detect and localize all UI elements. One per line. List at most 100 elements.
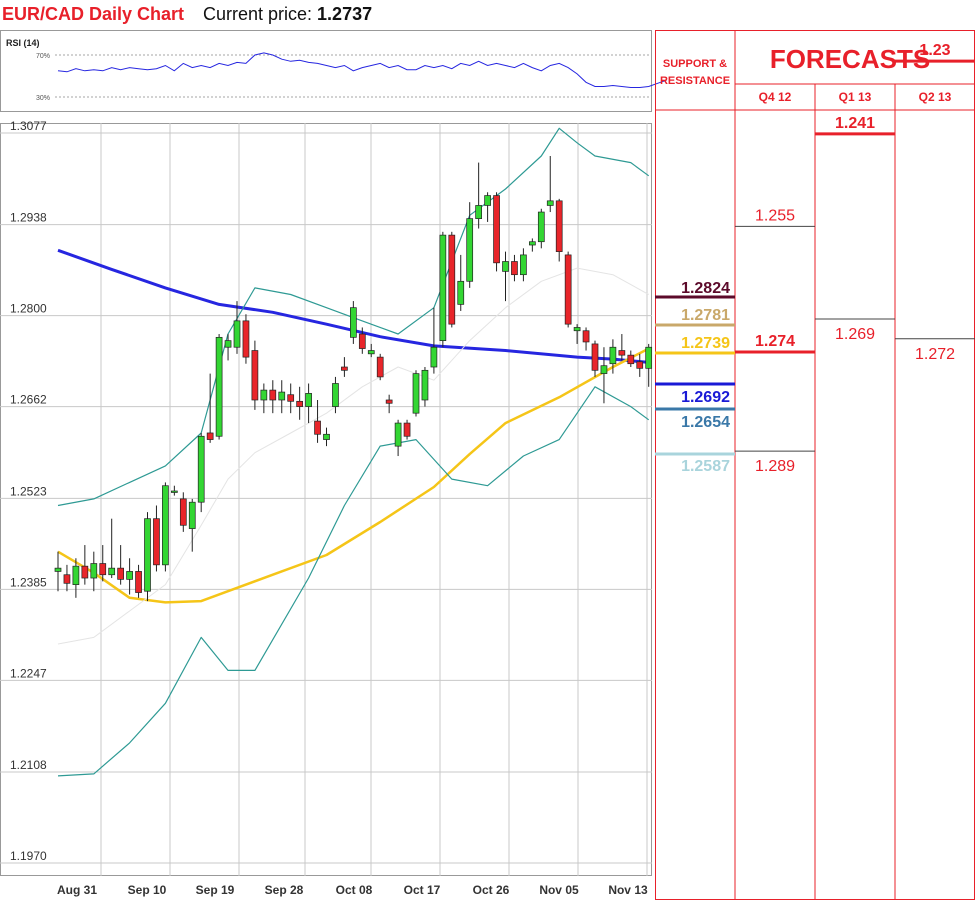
price-tick-label: 1.2523 bbox=[10, 484, 47, 498]
forecast-quarter-header: Q1 13 bbox=[839, 90, 872, 104]
price-tick-label: 1.1970 bbox=[10, 849, 47, 863]
moving-average-yellow-line bbox=[57, 347, 650, 604]
price-plot-area bbox=[0, 123, 652, 876]
date-tick-label: Aug 31 bbox=[57, 883, 97, 897]
candle-down bbox=[636, 361, 644, 369]
forecast-high-value: 1.289 bbox=[755, 458, 795, 475]
candle-up bbox=[171, 490, 178, 493]
candle-up bbox=[573, 327, 581, 332]
candle-down bbox=[564, 254, 572, 325]
candle-up bbox=[197, 435, 205, 503]
candle-up bbox=[108, 567, 116, 576]
candle-up bbox=[233, 320, 241, 348]
candle-up bbox=[502, 261, 509, 272]
candle-down bbox=[341, 366, 348, 371]
level-value: 1.2692 bbox=[681, 389, 730, 406]
candle-down bbox=[99, 563, 107, 576]
forecast-high-value: 1.269 bbox=[835, 326, 875, 343]
candle-up bbox=[332, 383, 339, 407]
date-tick-label: Sep 28 bbox=[265, 883, 304, 897]
candle-up bbox=[645, 346, 653, 369]
candle-down bbox=[555, 200, 563, 252]
candle-down bbox=[135, 571, 142, 593]
candle-up bbox=[90, 563, 98, 579]
candle-up bbox=[484, 195, 491, 206]
candle-up bbox=[466, 218, 474, 282]
candle-up bbox=[528, 241, 536, 246]
candle-up bbox=[475, 205, 482, 219]
price-tick-label: 1.2247 bbox=[10, 666, 47, 680]
candle-down bbox=[376, 356, 384, 378]
price-tick-label: 1.2938 bbox=[10, 211, 47, 225]
date-tick-label: Sep 19 bbox=[196, 883, 235, 897]
candle-up bbox=[600, 365, 608, 374]
candle-up bbox=[162, 485, 169, 566]
candle-up bbox=[439, 234, 447, 341]
candle-down bbox=[448, 234, 456, 325]
price-tick-label: 1.2800 bbox=[10, 302, 47, 316]
candle-down bbox=[627, 354, 635, 365]
candle-down bbox=[81, 565, 89, 579]
forecast-mid-value: 1.241 bbox=[835, 115, 875, 132]
candle-up bbox=[260, 389, 268, 401]
candle-down bbox=[269, 389, 277, 401]
candle-up bbox=[224, 340, 232, 348]
support-resistance-title: SUPPORT & bbox=[663, 58, 727, 70]
candle-up bbox=[412, 373, 420, 414]
level-value: 1.2587 bbox=[681, 458, 730, 475]
candle-up bbox=[72, 565, 80, 585]
price-tick-label: 1.3077 bbox=[10, 119, 47, 133]
candle-up bbox=[394, 422, 402, 447]
rsi-label: RSI (14) bbox=[6, 38, 40, 48]
candle-up bbox=[350, 307, 357, 338]
support-resistance-title: RESISTANCE bbox=[660, 75, 730, 87]
forecast-mid-value: 1.274 bbox=[755, 333, 795, 350]
candle-up bbox=[126, 571, 133, 580]
candle-down bbox=[251, 350, 259, 401]
date-tick-label: Nov 05 bbox=[539, 883, 579, 897]
forecast-quarter-header: Q4 12 bbox=[759, 90, 792, 104]
candle-up bbox=[305, 393, 312, 407]
bollinger-lower-line bbox=[57, 386, 650, 777]
candle-down bbox=[591, 343, 599, 371]
candle-down bbox=[206, 432, 214, 440]
forecast-low-value: 1.255 bbox=[755, 207, 795, 224]
current-price-value: 1.2737 bbox=[317, 4, 373, 24]
candle-down bbox=[117, 567, 125, 580]
candle-down bbox=[582, 330, 590, 343]
rsi-level-label: 70% bbox=[36, 53, 50, 60]
forecast-mid-value: 1.23 bbox=[919, 42, 950, 59]
candle-up bbox=[421, 369, 429, 401]
candle-up bbox=[278, 391, 286, 401]
candle-down bbox=[287, 394, 295, 402]
candle-up bbox=[323, 433, 330, 440]
candle-down bbox=[296, 400, 303, 407]
candle-down bbox=[358, 333, 366, 349]
chart-title: EUR/CAD Daily Chart bbox=[2, 4, 185, 24]
forecast-high-value: 1.272 bbox=[915, 346, 955, 363]
candle-down bbox=[63, 574, 71, 584]
price-tick-label: 1.2662 bbox=[10, 393, 47, 407]
chart-header: EUR/CAD Daily Chart Current price: 1.273… bbox=[0, 0, 652, 30]
date-tick-label: Oct 08 bbox=[336, 883, 373, 897]
candle-up bbox=[215, 336, 223, 437]
candle-up bbox=[367, 350, 375, 355]
candle-down bbox=[153, 518, 160, 566]
candle-up bbox=[520, 254, 527, 276]
candle-up bbox=[188, 501, 196, 529]
candle-down bbox=[314, 420, 321, 435]
candle-down bbox=[511, 261, 518, 276]
candle-down bbox=[179, 498, 187, 526]
candle-up bbox=[144, 518, 151, 592]
date-tick-label: Sep 10 bbox=[128, 883, 167, 897]
candle-up bbox=[54, 567, 62, 572]
rsi-line bbox=[57, 52, 667, 88]
price-tick-label: 1.2385 bbox=[10, 575, 47, 589]
level-value: 1.2654 bbox=[681, 414, 730, 431]
date-tick-label: Oct 26 bbox=[473, 883, 510, 897]
candle-down bbox=[618, 350, 626, 356]
candle-down bbox=[242, 320, 250, 358]
rsi-level-label: 30% bbox=[36, 95, 50, 102]
bollinger-mid-line bbox=[57, 267, 649, 645]
current-price: Current price: 1.2737 bbox=[203, 4, 372, 25]
